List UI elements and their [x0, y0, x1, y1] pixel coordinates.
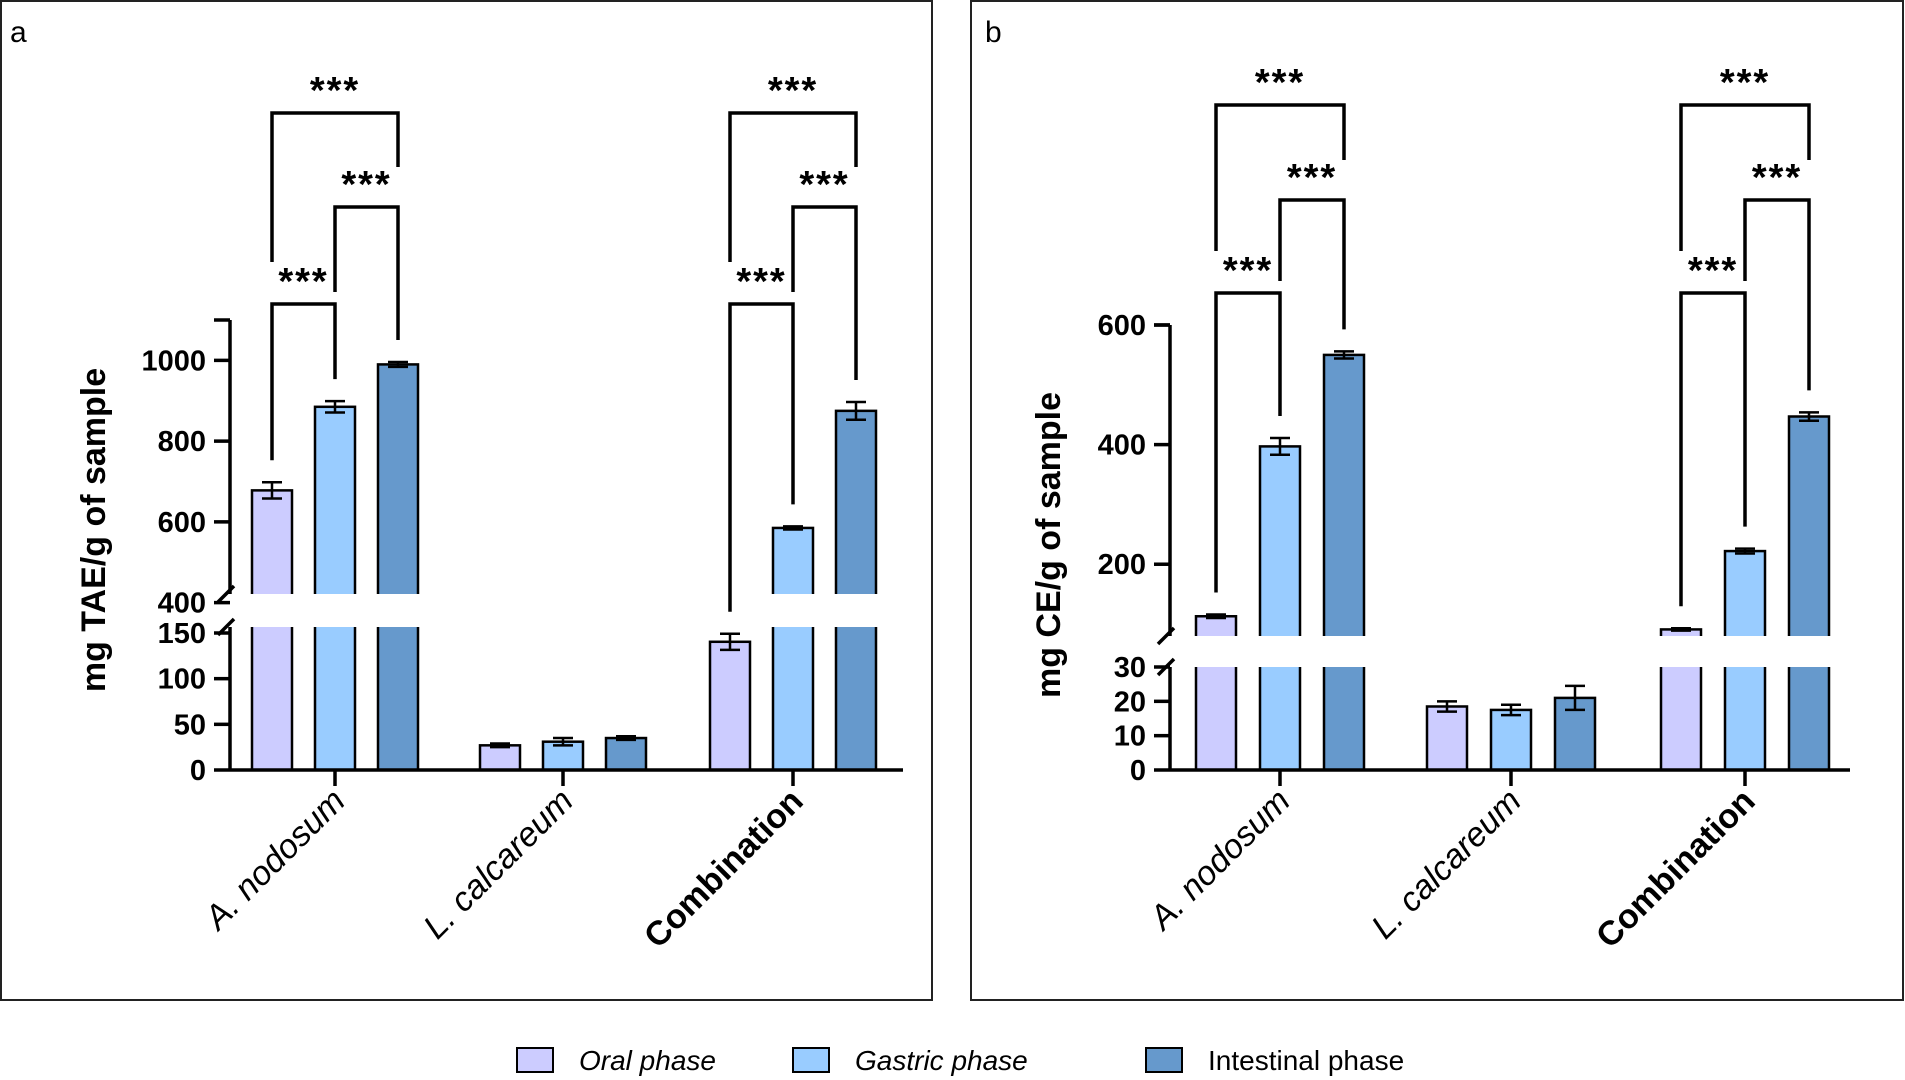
- significance-label-b-2: ***: [1255, 62, 1305, 104]
- legend-label-oral: Oral phase: [579, 1045, 716, 1076]
- bar-b-gastric-0: [1258, 445, 1302, 772]
- legend-label-gastric: Gastric phase: [855, 1045, 1028, 1076]
- bar-b-oral-1: [1425, 705, 1469, 772]
- y-tick-label-a-150: 150: [158, 618, 206, 650]
- panel-a-frame: [0, 0, 933, 1001]
- significance-bracket-a-3: [728, 302, 795, 612]
- bar-b-intestinal-0: [1322, 353, 1366, 772]
- significance-bracket-b-3: [1679, 291, 1747, 607]
- significance-label-b-0: ***: [1223, 250, 1273, 292]
- panel-b-frame: [970, 0, 1904, 1001]
- y-tick-label-a-0: 0: [190, 755, 206, 787]
- y-tick-label-b-0: 0: [1130, 755, 1146, 787]
- axis-break-mark-upper-a: [216, 584, 236, 604]
- y-axis-label-b: mg CE/g of sample: [1030, 392, 1068, 698]
- legend-swatch-oral: [516, 1047, 554, 1073]
- bar-a-intestinal-1: [604, 736, 648, 772]
- axis-break-gap-a: [210, 594, 893, 627]
- category-label-b-1: L. calcareum: [1364, 782, 1529, 947]
- y-tick-label-a-800: 800: [158, 426, 206, 458]
- significance-bracket-a-5: [728, 111, 858, 262]
- axis-break-gap-b: [1150, 636, 1840, 667]
- y-tick-label-b-200: 200: [1098, 549, 1146, 581]
- panel-b-letter: b: [985, 16, 1002, 49]
- bar-a-intestinal-2: [834, 409, 878, 772]
- bar-b-gastric-1: [1489, 708, 1533, 772]
- bar-a-gastric-0: [313, 405, 357, 772]
- y-tick-label-a-400: 400: [158, 588, 206, 620]
- significance-label-a-0: ***: [278, 261, 328, 303]
- y-tick-label-a-100: 100: [158, 664, 206, 696]
- significance-label-a-2: ***: [310, 70, 360, 112]
- significance-label-a-1: ***: [341, 164, 391, 206]
- significance-label-a-3: ***: [736, 261, 786, 303]
- significance-bracket-a-1: [333, 205, 400, 340]
- significance-label-a-4: ***: [799, 164, 849, 206]
- significance-bracket-b-0: [1214, 291, 1282, 593]
- bar-a-oral-2: [708, 640, 752, 772]
- significance-bracket-b-5: [1679, 103, 1811, 251]
- significance-bracket-a-0: [270, 302, 337, 461]
- legend-swatch-gastric: [792, 1047, 830, 1073]
- legend-label-intestinal: Intestinal phase: [1208, 1045, 1404, 1076]
- bar-a-gastric-2: [771, 526, 815, 772]
- category-label-b-0: A. nodosum: [1141, 782, 1298, 939]
- y-tick-label-b-600: 600: [1098, 310, 1146, 342]
- significance-label-b-4: ***: [1752, 157, 1802, 199]
- axis-break-mark-upper-b: [1156, 626, 1176, 646]
- bar-a-oral-1: [478, 744, 522, 772]
- y-tick-label-b-30: 30: [1114, 652, 1146, 684]
- significance-bracket-b-2: [1214, 103, 1346, 251]
- bar-a-oral-0: [250, 489, 294, 772]
- significance-label-b-1: ***: [1287, 157, 1337, 199]
- significance-bracket-a-4: [791, 205, 858, 380]
- y-tick-label-b-20: 20: [1114, 686, 1146, 718]
- bar-b-intestinal-2: [1787, 415, 1831, 772]
- legend-swatch-intestinal: [1145, 1047, 1183, 1073]
- panel-a-letter: a: [10, 16, 27, 49]
- significance-label-b-3: ***: [1688, 250, 1738, 292]
- significance-label-a-5: ***: [768, 70, 818, 112]
- bar-a-intestinal-0: [376, 363, 420, 772]
- significance-label-b-5: ***: [1720, 62, 1770, 104]
- y-tick-label-a-600: 600: [158, 507, 206, 539]
- y-axis-label-a: mg TAE/g of sample: [75, 368, 113, 692]
- category-label-a-1: L. calcareum: [416, 782, 581, 947]
- category-label-a-2: Combination: [637, 782, 811, 956]
- significance-bracket-b-1: [1278, 198, 1346, 330]
- category-label-b-2: Combination: [1589, 782, 1763, 956]
- significance-bracket-b-4: [1743, 198, 1811, 391]
- y-tick-label-a-1000: 1000: [141, 345, 206, 377]
- legend: Oral phase Gastric phase Intestinal phase: [516, 1045, 1404, 1076]
- category-label-a-0: A. nodosum: [196, 782, 353, 939]
- y-tick-label-b-400: 400: [1098, 430, 1146, 462]
- significance-bracket-a-2: [270, 111, 400, 262]
- y-tick-label-a-50: 50: [174, 709, 206, 741]
- y-tick-label-b-10: 10: [1114, 721, 1146, 753]
